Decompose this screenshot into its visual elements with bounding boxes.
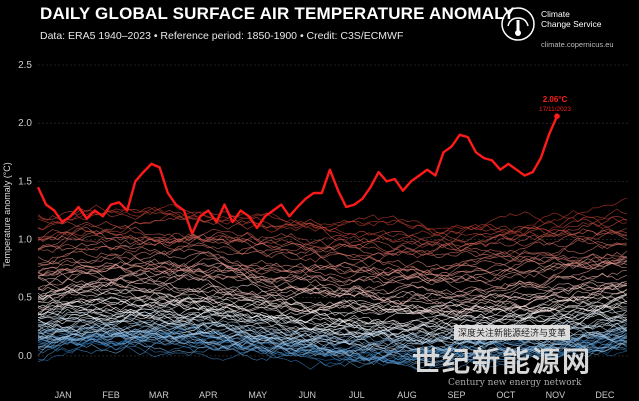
x-tick-label: APR <box>199 390 218 400</box>
year-trace <box>37 275 627 307</box>
year-trace <box>37 210 627 241</box>
year-trace <box>37 204 627 242</box>
year-trace <box>37 242 627 273</box>
peak-value-label: 2.06°C <box>543 95 568 104</box>
year-trace <box>37 259 628 281</box>
year-trace <box>37 334 628 361</box>
year-trace <box>37 296 627 321</box>
x-tick-label: JAN <box>55 390 72 400</box>
x-tick-label: JUN <box>298 390 316 400</box>
year-trace <box>37 319 627 349</box>
year-trace <box>37 251 627 287</box>
x-tick-label: SEP <box>447 390 465 400</box>
year-trace <box>37 272 627 305</box>
year-trace <box>37 225 627 262</box>
year-trace <box>37 258 627 289</box>
year-trace <box>37 283 627 314</box>
x-tick-label: OCT <box>496 390 516 400</box>
year-trace <box>37 303 627 335</box>
year-trace <box>37 258 627 290</box>
year-trace <box>37 262 628 305</box>
y-axis-label: Temperature anomaly (°C) <box>2 162 12 268</box>
year-trace <box>37 323 628 371</box>
year-trace <box>37 221 627 246</box>
chart-title: DAILY GLOBAL SURFACE AIR TEMPERATURE ANO… <box>40 4 515 23</box>
year-trace <box>37 197 627 235</box>
x-tick-label: JUL <box>349 390 365 400</box>
year-trace <box>37 290 628 316</box>
year-trace <box>37 281 627 315</box>
year-trace <box>37 225 627 259</box>
year-trace <box>37 260 627 292</box>
year-trace <box>37 229 627 256</box>
year-trace <box>37 251 627 279</box>
year-trace <box>37 333 627 364</box>
brand-url: climate.copernicus.eu <box>541 40 614 49</box>
series-line-2023 <box>36 115 559 235</box>
year-trace <box>37 256 627 283</box>
year-trace <box>37 263 627 296</box>
year-trace <box>37 327 627 365</box>
y-tick-label: 0.5 <box>18 293 32 304</box>
watermark-subtitle: Century new energy network <box>448 378 582 388</box>
copernicus-logo-icon <box>501 7 535 41</box>
year-trace <box>37 273 627 307</box>
x-tick-label: AUG <box>397 390 417 400</box>
year-trace <box>37 229 627 253</box>
year-trace <box>37 270 627 298</box>
year-trace <box>37 320 627 353</box>
x-tick-label: MAY <box>248 390 267 400</box>
peak-marker <box>554 113 560 119</box>
watermark-tag: 深度关注新能源经济与变革 <box>454 325 571 340</box>
year-trace <box>37 204 627 236</box>
y-tick-label: 0.0 <box>18 351 32 362</box>
brand-name: Climate Change Service <box>541 9 602 29</box>
year-trace <box>37 329 627 365</box>
x-tick-label: MAR <box>149 390 170 400</box>
y-tick-label: 2.5 <box>18 60 32 71</box>
peak-date-label: 17/11/2023 <box>539 106 571 113</box>
year-trace <box>37 324 628 355</box>
x-tick-label: FEB <box>102 390 120 400</box>
chart-subtitle: Data: ERA5 1940–2023 • Reference period:… <box>40 30 404 42</box>
y-tick-label: 1.0 <box>18 235 32 246</box>
year-trace <box>37 306 627 333</box>
year-trace <box>37 321 627 351</box>
y-tick-label: 1.5 <box>18 176 32 187</box>
y-tick-label: 2.0 <box>18 118 32 129</box>
x-tick-label: DEC <box>595 390 615 400</box>
year-trace <box>37 233 628 276</box>
watermark-logo: 世纪新能源网 <box>412 345 593 378</box>
x-tick-label: NOV <box>546 390 566 400</box>
year-trace <box>37 288 627 325</box>
year-trace <box>37 296 627 329</box>
